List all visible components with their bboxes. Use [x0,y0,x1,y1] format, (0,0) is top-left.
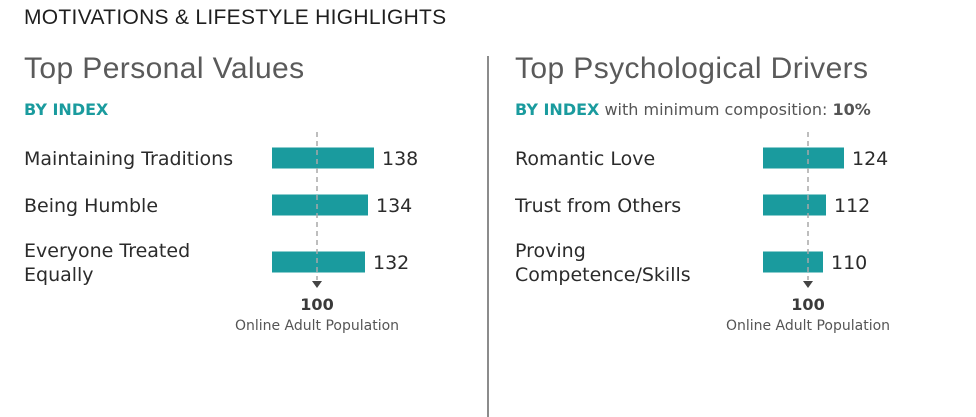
value-label: 124 [852,148,888,170]
panel-title: Top Personal Values [24,52,305,85]
subtitle-value: 10% [832,100,871,119]
by-index-label: BY INDEX [515,100,600,119]
category-label: Maintaining Traditions [24,148,233,170]
category-label-line: Proving [515,240,586,262]
reference-caption: Online Adult Population [726,318,890,334]
personal-values-panel: Top Personal Values BY INDEX Maintaining… [24,52,474,392]
psychological-drivers-panel: Top Psychological Drivers BY INDEX with … [515,52,965,392]
panel-subtitle: BY INDEX [24,100,108,119]
reference-marker-icon [312,281,322,288]
panel-divider [487,56,489,417]
value-label: 134 [376,195,412,217]
reference-marker-icon [803,281,813,288]
category-label-line: Equally [24,264,94,286]
value-label: 112 [834,195,870,217]
value-label: 138 [382,148,418,170]
bar [763,194,826,216]
value-label: 110 [831,252,867,274]
bar [763,147,844,169]
page-title: MOTIVATIONS & LIFESTYLE HIGHLIGHTS [24,6,447,29]
bar [272,251,365,273]
category-label-line: Trust from Others [515,195,681,217]
category-label: Everyone Treated Equally [24,240,190,286]
category-label-line: Competence/Skills [515,264,691,286]
category-label: Being Humble [24,195,158,217]
category-label-line: Being Humble [24,195,158,217]
by-index-label: BY INDEX [24,100,109,119]
reference-caption: Online Adult Population [235,318,399,334]
value-label: 132 [373,252,409,274]
personal-values-chart: Maintaining Traditions 138 Being Humble 134… [24,132,418,334]
bar [763,251,823,273]
category-label-line: Romantic Love [515,148,655,170]
reference-value-label: 100 [300,295,333,314]
bar [272,194,368,216]
category-label-line: Maintaining Traditions [24,148,233,170]
category-label: Romantic Love [515,148,655,170]
category-label-line: Everyone Treated [24,240,190,262]
psychological-drivers-chart: Romantic Love 124 Trust from Others 112 Prov… [515,132,890,334]
subtitle-text: with minimum composition: [599,100,833,119]
panel-subtitle: BY INDEX with minimum composition: 10% [515,100,871,119]
panel-title: Top Psychological Drivers [515,52,869,85]
reference-value-label: 100 [791,295,824,314]
bar [272,147,374,169]
category-label: Trust from Others [515,195,681,217]
category-label: Proving Competence/Skills [515,240,691,286]
